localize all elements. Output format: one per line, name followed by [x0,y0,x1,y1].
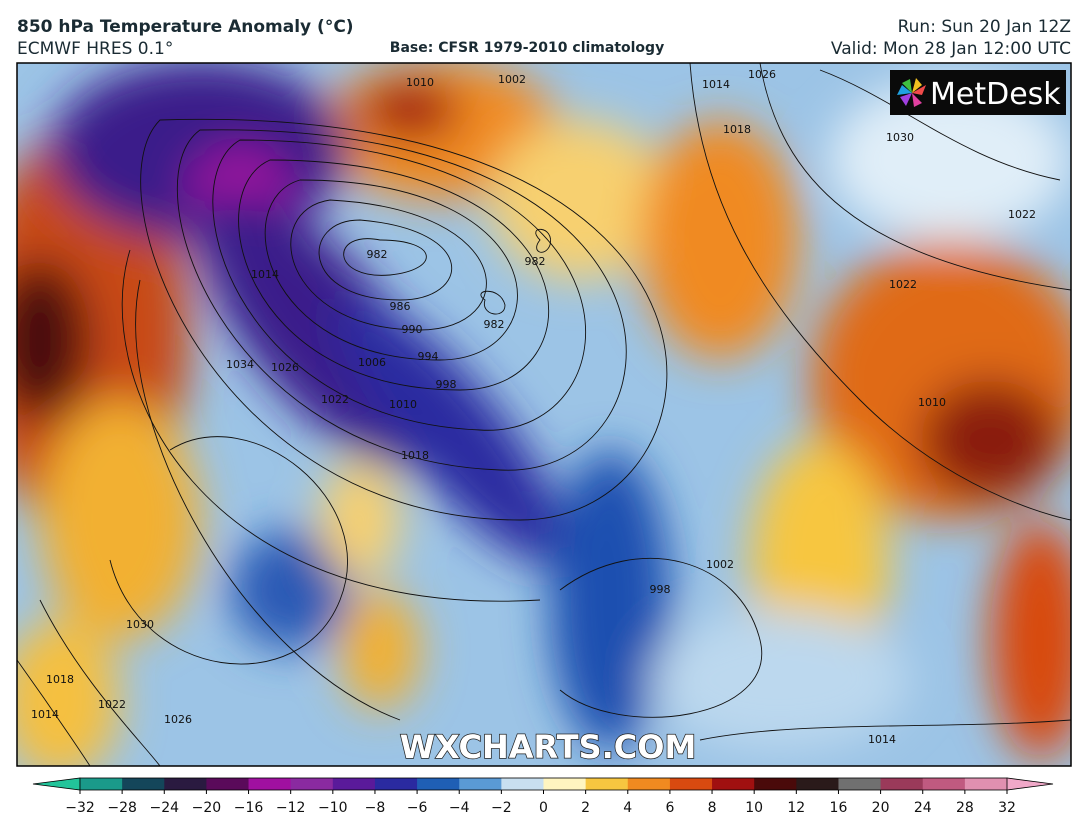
colorbar-tick-label: 0 [539,800,548,816]
isobar-label: 1014 [31,708,59,721]
colorbar-segment [248,778,292,790]
base: Base: CFSR 1979-2010 climatology [390,40,664,56]
colorbar-segment [501,778,544,790]
title: 850 hPa Temperature Anomaly (°C) [17,17,354,37]
isobar-label: 1018 [401,449,429,462]
isobar-label: 994 [418,350,439,363]
isobar-label: 1022 [889,278,917,291]
colorbar-tick-label: 10 [745,800,763,816]
colorbar-tick-label: −24 [149,800,179,816]
colorbar-segment [459,778,502,790]
model: ECMWF HRES 0.1° [17,39,173,59]
colorbar-segment [122,778,165,790]
isobar-label: 1030 [126,618,154,631]
logo: MetDesk [890,70,1066,115]
isobar-label: 1002 [706,558,734,571]
colorbar-segment [374,778,418,790]
colorbar-tick-label: 32 [998,800,1016,816]
colorbar-tick-label: 20 [872,800,890,816]
map-frame [16,62,1072,767]
colorbar-tick-label: −16 [234,800,264,816]
isobar-label: 982 [367,248,388,261]
isobar-label: 1022 [98,698,126,711]
isobar-label: 1006 [358,356,386,369]
isobar-label: 1010 [389,398,417,411]
colorbar-tick-label: 28 [956,800,974,816]
colorbar-under [32,777,81,791]
colorbar-tick-label: −10 [318,800,348,816]
colorbar-tick-label: −8 [365,800,386,816]
isobar-label: 1018 [723,123,751,136]
isobar-label: 1018 [46,673,74,686]
colorbar-tick-label: −28 [107,800,137,816]
colorbar-tick-label: −4 [449,800,470,816]
colorbar-tick-label: −6 [407,800,428,816]
colorbar-tick-label: 8 [708,800,717,816]
isobar-label: 1014 [251,268,279,281]
logo-text: MetDesk [930,77,1061,112]
isobar-label: 982 [484,318,505,331]
colorbar-tick-label: 6 [665,800,674,816]
colorbar-segment [417,778,460,790]
isobar-label: 1022 [1008,208,1036,221]
colorbar: −32 −28 −24 −20 −16 −12 −10 −8 −6 −4 −2 0 2 4 6 8 10 12 16… [32,777,1054,816]
colorbar-segment [669,778,713,790]
colorbar-segment [712,778,755,790]
isobar-label: 1010 [918,396,946,409]
isobar-label: 1002 [498,73,526,86]
isobar-label: 1026 [748,68,776,81]
isobar-label: 998 [436,378,457,391]
colorbar-segment [627,778,671,790]
colorbar-tick-label: 24 [914,800,932,816]
isobar-label: 1010 [406,76,434,89]
isobars [17,63,1071,766]
isobar-label: 1034 [226,358,254,371]
colorbar-segment [880,778,924,790]
isobar-label: 1022 [321,393,349,406]
isobar-label: 1014 [702,78,730,91]
isobar-label: 1014 [868,733,896,746]
colorbar-segment [922,778,966,790]
colorbar-tick-label: 16 [830,800,848,816]
isobar-label: 998 [650,583,671,596]
colorbar-segment [754,778,797,790]
colorbar-tick-label: 12 [787,800,805,816]
isobar-label: 986 [390,300,411,313]
isobar-label: 990 [402,323,423,336]
isobar-label: 1026 [271,361,299,374]
isobar-label: 1030 [886,131,914,144]
run: Run: Sun 20 Jan 12Z [898,17,1071,37]
colorbar-segment [164,778,207,790]
colorbar-tick-label: −2 [491,800,512,816]
colorbar-segment [838,778,882,790]
colorbar-segment [796,778,839,790]
colorbar-segment [206,778,250,790]
colorbar-over [1006,777,1054,791]
valid: Valid: Mon 28 Jan 12:00 UTC [831,39,1071,59]
colorbar-segment [80,778,123,790]
colorbar-segment [543,778,587,790]
colorbar-segment [964,778,1008,790]
isobar-labels: 1010 1002 1014 1026 1018 1030 1022 1022 982 982 98… [31,68,1036,746]
colorbar-tick-label: 4 [623,800,632,816]
colorbar-segment [585,778,629,790]
isobar-label: 1026 [164,713,192,726]
colorbar-tick-label: −32 [65,800,95,816]
colorbar-tick-label: −20 [192,800,222,816]
colorbar-tick-label: −12 [276,800,306,816]
map [17,63,1071,766]
watermark: WXCHARTS.COM [400,728,697,766]
isobar-label: 982 [525,255,546,268]
colorbar-tick-label: 2 [581,800,590,816]
colorbar-segment [332,778,376,790]
colorbar-segment [290,778,334,790]
